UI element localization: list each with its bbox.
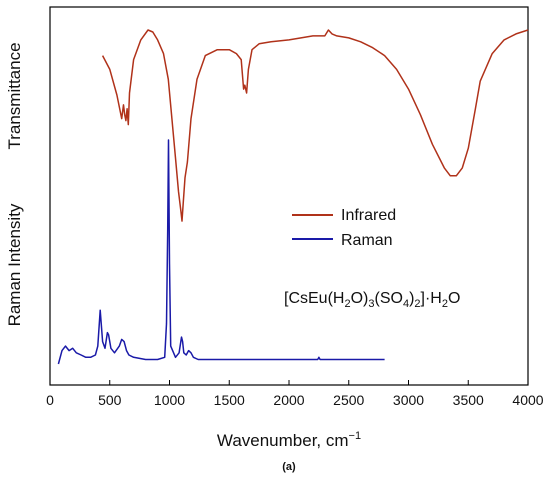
formula-part-8: ]·H <box>421 290 442 307</box>
formula-part-10: O <box>448 290 460 307</box>
legend-label-infrared: Infrared <box>341 207 396 224</box>
x-axis-label: Wavenumber, cm−1 <box>217 430 361 450</box>
compound-formula: [CsEu(H2O)3(SO4)2]·H2O <box>284 290 460 310</box>
formula-part-0: [CsEu(H <box>284 290 344 307</box>
formula-part-1: 2 <box>344 298 350 310</box>
x-tick-label-1000: 1000 <box>154 392 185 408</box>
x-tick-label-2500: 2500 <box>333 392 364 408</box>
formula-part-7: 2 <box>414 298 420 310</box>
plot-frame <box>49 6 529 386</box>
x-tick-label-500: 500 <box>98 392 122 408</box>
x-axis-label-main: Wavenumber, cm <box>217 431 349 450</box>
y-label-raman: Raman Intensity <box>5 203 24 326</box>
series-infrared-line <box>101 29 529 222</box>
formula-part-5: 4 <box>403 298 409 310</box>
x-tick-label-3000: 3000 <box>393 392 424 408</box>
x-tick-label-1500: 1500 <box>214 392 245 408</box>
x-tick-labels: 0 500 1000 1500 2000 2500 3000 3500 4000 <box>46 392 544 408</box>
series-layer <box>57 29 529 365</box>
x-tick-label-2000: 2000 <box>273 392 304 408</box>
legend-label-raman: Raman <box>341 232 393 249</box>
formula-part-6: ) <box>409 290 414 307</box>
x-tick-label-3500: 3500 <box>453 392 484 408</box>
formula-part-4: (SO <box>374 290 402 307</box>
x-tick-label-4000: 4000 <box>512 392 543 408</box>
series-raman-line <box>57 139 385 365</box>
legend: Infrared Raman <box>292 207 396 249</box>
formula-part-9: 2 <box>442 298 448 310</box>
x-ticks <box>49 380 529 385</box>
x-axis-label-superscript: −1 <box>349 430 362 442</box>
figure-caption: (a) <box>282 461 296 473</box>
formula-part-3: 3 <box>368 298 374 310</box>
x-tick-label-0: 0 <box>46 392 54 408</box>
y-label-transmittance: Transmittance <box>5 42 24 149</box>
formula-part-2: O) <box>351 290 369 307</box>
